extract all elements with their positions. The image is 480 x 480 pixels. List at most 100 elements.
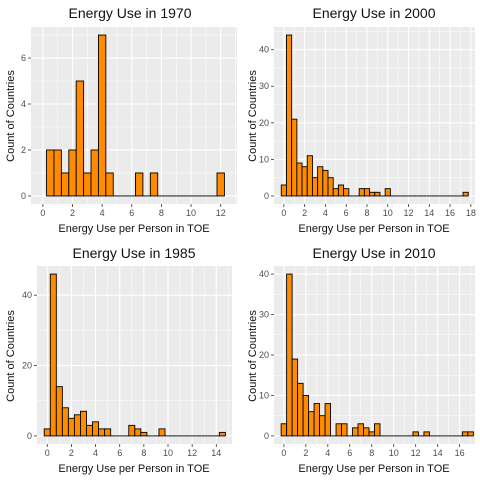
histogram-bar: [337, 184, 345, 197]
panel-energy-2010: Energy Use in 2010 0 2 4 6 8 10 12 14 16 0 10 20 30…: [247, 245, 475, 475]
histogram-bar: [158, 428, 166, 437]
x-tick-label: 2: [302, 208, 307, 218]
y-axis-ticks: 0 2 4 6: [21, 53, 31, 201]
histogram-bar: [80, 410, 87, 437]
y-tick-label: 4: [21, 99, 26, 109]
y-tick-label: 40: [259, 45, 269, 55]
x-tick-label: 8: [369, 448, 374, 458]
panel-energy-2000: Energy Use in 2000 0 2 4 6 8 10 12 14 16 18 0 10 20…: [247, 5, 476, 235]
histogram-bar: [327, 177, 334, 197]
x-tick-label: 12: [216, 208, 226, 218]
histogram-bar: [53, 149, 62, 197]
histogram-bars: [46, 34, 225, 197]
panel-energy-1985: Energy Use in 1985 0 2 4 6 8 10 12 14 0 20 40 Ene…: [5, 245, 232, 475]
histogram-bar: [357, 423, 364, 437]
histogram-bar: [105, 172, 114, 197]
histogram-bar: [324, 403, 332, 437]
x-tick-label: 10: [383, 208, 393, 218]
histogram-bar: [335, 423, 342, 437]
histogram-bar: [302, 395, 310, 437]
histogram-bar: [280, 184, 287, 197]
grid-lines: [37, 266, 232, 444]
y-axis-label: Count of Countries: [247, 70, 259, 162]
x-tick-label: 10: [163, 448, 173, 458]
x-tick-label: 12: [404, 208, 414, 218]
x-tick-label: 2: [303, 448, 308, 458]
x-tick-label: 16: [445, 208, 455, 218]
histogram-bar: [83, 172, 92, 197]
histogram-bar: [98, 428, 106, 437]
histogram-bar: [322, 169, 329, 197]
histogram-bar: [369, 191, 376, 197]
histogram-bar: [140, 431, 148, 437]
histogram-bar: [301, 166, 308, 197]
histogram-bar: [343, 188, 350, 197]
x-tick-label: 4: [325, 448, 330, 458]
histogram-bar: [134, 428, 142, 437]
x-tick-label: 10: [389, 448, 399, 458]
x-tick-label: 2: [70, 208, 75, 218]
histogram-bar: [61, 407, 69, 437]
x-tick-label: 16: [455, 448, 465, 458]
histogram-bar: [308, 411, 315, 437]
histogram-bar: [55, 386, 63, 437]
histogram-bar: [332, 188, 339, 197]
histogram-bar: [341, 423, 348, 437]
x-tick-label: 4: [93, 448, 98, 458]
chart-title: Energy Use in 1970: [69, 5, 192, 21]
y-axis-ticks: 0 10 20 30 40: [259, 45, 274, 201]
x-tick-label: 6: [117, 448, 122, 458]
x-tick-label: 14: [433, 448, 443, 458]
x-axis-label: Energy Use per Person in TOE: [298, 463, 449, 475]
x-tick-label: 2: [69, 448, 74, 458]
x-tick-label: 12: [187, 448, 197, 458]
y-tick-label: 40: [22, 290, 32, 300]
x-tick-label: 8: [141, 448, 146, 458]
histogram-bar: [358, 188, 365, 197]
histogram-bar: [128, 424, 136, 437]
chart-title: Energy Use in 2000: [313, 5, 436, 21]
y-tick-label: 20: [22, 361, 32, 371]
x-tick-label: 0: [281, 208, 286, 218]
histogram-bar: [412, 431, 419, 437]
y-tick-label: 0: [21, 191, 26, 201]
x-axis-ticks: 0 2 4 6 8 10 12 14: [45, 444, 221, 458]
histogram-bar: [216, 172, 225, 197]
y-tick-label: 20: [259, 350, 269, 360]
y-tick-label: 10: [259, 390, 269, 400]
histogram-bars: [280, 34, 469, 197]
histogram-bar: [286, 273, 293, 437]
y-tick-label: 40: [259, 269, 269, 279]
x-tick-label: 0: [45, 448, 50, 458]
histogram-bar: [297, 382, 304, 437]
histogram-bar: [374, 423, 381, 437]
histogram-bar: [60, 172, 70, 197]
x-tick-label: 0: [281, 448, 286, 458]
histogram-bar: [104, 428, 112, 437]
panel-energy-1970: Energy Use in 1970 0 2 4 6 8 10 12 0 2 4 6 Energy…: [5, 5, 237, 235]
x-tick-label: 6: [347, 448, 352, 458]
histogram-bar: [135, 172, 144, 197]
x-tick-label: 0: [40, 208, 45, 218]
histogram-bar: [296, 162, 303, 197]
chart-title: Energy Use in 2010: [313, 245, 436, 261]
x-tick-label: 10: [186, 208, 196, 218]
histogram-bar: [90, 149, 99, 197]
y-tick-label: 10: [259, 154, 269, 164]
y-tick-label: 0: [27, 431, 32, 441]
y-axis-ticks: 0 10 20 30 40: [259, 269, 274, 441]
histogram-bar: [352, 427, 359, 437]
x-axis-ticks: 0 2 4 6 8 10 12 14 16: [281, 444, 465, 458]
y-tick-label: 0: [264, 191, 269, 201]
histogram-bar: [75, 80, 85, 197]
histogram-bar: [317, 166, 324, 197]
y-axis-ticks: 0 20 40: [22, 290, 37, 441]
histogram-bars: [43, 273, 226, 437]
histogram-bar: [306, 155, 313, 197]
y-axis-label: Count of Countries: [247, 310, 259, 402]
histogram-bar: [280, 423, 288, 437]
histogram-bar: [49, 273, 57, 437]
histogram-bar: [67, 417, 75, 437]
x-tick-label: 8: [364, 208, 369, 218]
histogram-bar: [319, 415, 326, 437]
